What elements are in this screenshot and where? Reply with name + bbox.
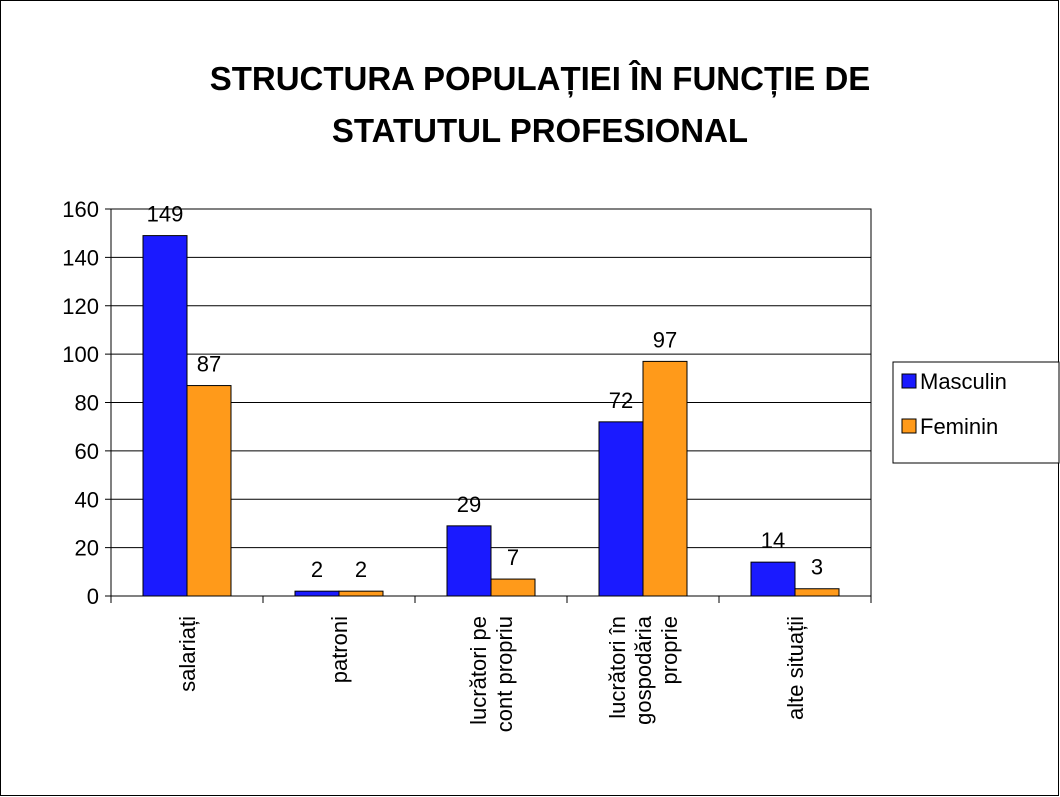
data-label: 149 <box>147 202 184 227</box>
x-tick-label: alte situații <box>783 616 808 720</box>
bar <box>490 578 536 597</box>
y-tick-label: 0 <box>87 584 99 609</box>
y-tick-label: 160 <box>62 197 99 222</box>
bar <box>186 385 232 597</box>
bar <box>338 590 384 597</box>
y-tick-label: 140 <box>62 245 99 270</box>
y-tick-label: 20 <box>75 536 99 561</box>
data-label: 97 <box>653 327 677 352</box>
x-tick-label: lucrători îngospodăriaproprie <box>605 615 682 725</box>
data-label: 14 <box>761 528 785 553</box>
chart-title: STRUCTURA POPULAȚIEI ÎN FUNCȚIE DE STATUT… <box>210 60 871 149</box>
data-label: 2 <box>355 557 367 582</box>
legend-swatch <box>901 418 917 434</box>
data-label: 72 <box>609 388 633 413</box>
data-label: 2 <box>311 557 323 582</box>
legend-swatch <box>901 373 917 389</box>
data-label: 7 <box>507 545 519 570</box>
data-label: 87 <box>197 352 221 377</box>
legend-label: Masculin <box>920 369 1007 394</box>
x-tick-label: patroni <box>327 616 352 683</box>
bar <box>294 590 340 597</box>
x-tick-label: salariați <box>175 616 200 692</box>
y-tick-label: 120 <box>62 294 99 319</box>
data-label: 3 <box>811 555 823 580</box>
bar <box>642 360 688 597</box>
y-tick-label: 100 <box>62 342 99 367</box>
y-tick-label: 40 <box>75 487 99 512</box>
y-tick-label: 80 <box>75 391 99 416</box>
bar <box>142 235 188 597</box>
data-label: 29 <box>457 492 481 517</box>
bar <box>794 588 840 597</box>
legend-box <box>892 361 1060 464</box>
y-tick-label: 60 <box>75 439 99 464</box>
bar <box>598 421 644 597</box>
legend-label: Feminin <box>920 414 998 439</box>
bar <box>446 525 492 597</box>
x-tick-label: lucrători pecont propriu <box>466 616 517 732</box>
bar <box>750 561 796 597</box>
